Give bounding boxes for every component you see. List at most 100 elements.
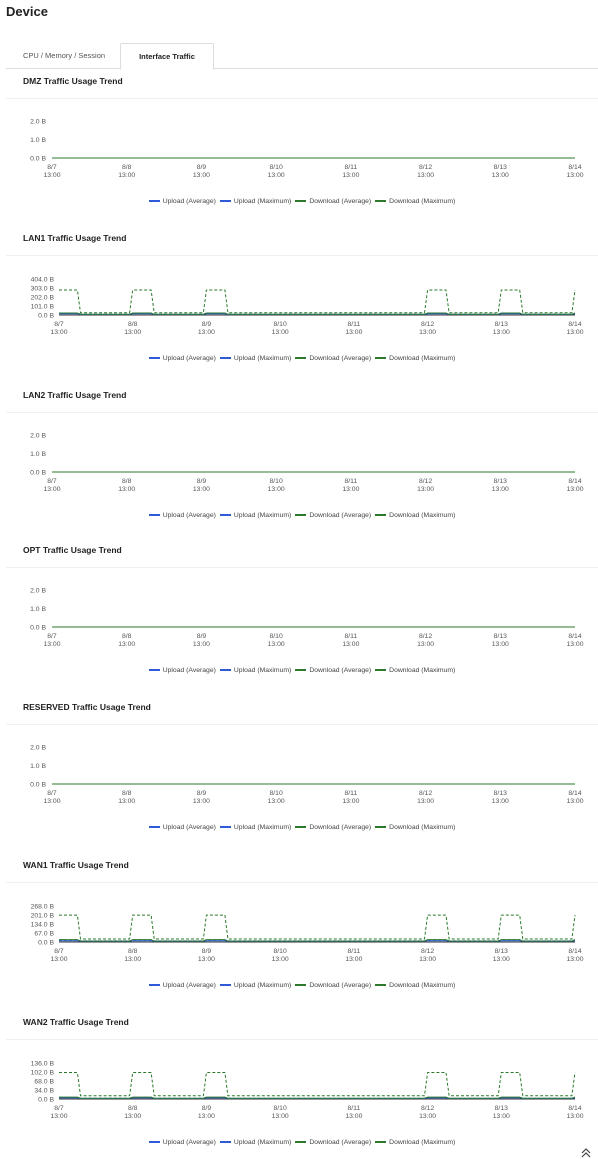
- legend-item[interactable]: Upload (Average): [148, 355, 216, 362]
- legend-swatch: [375, 826, 387, 828]
- legend-label: Download (Maximum): [389, 666, 456, 674]
- legend-item[interactable]: Upload (Average): [148, 666, 216, 674]
- x-tick-label: 8/10 13:00: [272, 321, 289, 336]
- x-tick-label: 8/11 13:00: [342, 164, 359, 179]
- legend-swatch: [148, 357, 160, 359]
- chart-legend: Upload (Average) Upload (Maximum) Download…: [6, 197, 598, 205]
- legend-item[interactable]: Download (Average): [295, 1139, 371, 1146]
- legend-item[interactable]: Upload (Maximum): [219, 824, 291, 831]
- legend-swatch: [295, 669, 307, 671]
- x-tick-label: 8/8 13:00: [124, 321, 141, 336]
- legend-swatch: [148, 669, 160, 671]
- x-tick-label: 8/8 13:00: [118, 164, 135, 179]
- legend-item[interactable]: Download (Maximum): [375, 667, 455, 674]
- x-tick-label: 8/13 13:00: [492, 164, 509, 179]
- legend-item[interactable]: Download (Average): [295, 824, 371, 831]
- legend-item[interactable]: Download (Average): [295, 982, 371, 989]
- legend-item[interactable]: Upload (Maximum): [219, 982, 291, 989]
- legend-swatch: [295, 826, 307, 828]
- traffic-chart-panel: RESERVED Traffic Usage Trend 0.0 B 1.0 B 2.…: [6, 702, 598, 852]
- double-chevron-up-icon: [581, 1148, 591, 1158]
- legend-item[interactable]: Download (Average): [295, 667, 371, 674]
- x-tick-label: 8/12 13:00: [417, 164, 434, 179]
- chart-title: OPT Traffic Usage Trend: [23, 545, 122, 555]
- legend-swatch: [219, 200, 231, 202]
- x-tick-label: 8/7 13:00: [43, 164, 60, 179]
- x-tick-label: 8/9 13:00: [193, 633, 210, 648]
- x-tick-label: 8/9 13:00: [193, 790, 210, 805]
- legend-item[interactable]: Download (Average): [295, 512, 371, 519]
- legend-item[interactable]: Upload (Average): [148, 824, 216, 831]
- legend-item[interactable]: Upload (Average): [148, 198, 216, 205]
- series-line-download-maximum: [59, 1072, 576, 1097]
- legend-swatch: [295, 1141, 307, 1143]
- y-tick-label: 0.0 B: [38, 939, 54, 946]
- legend-item[interactable]: Download (Maximum): [375, 824, 455, 831]
- legend-swatch: [219, 984, 231, 986]
- legend-swatch: [219, 669, 231, 671]
- page-title: Device: [6, 4, 48, 19]
- y-tick-label: 134.0 B: [31, 921, 55, 928]
- legend-item[interactable]: Download (Maximum): [375, 355, 455, 362]
- y-tick-label: 0.0 B: [38, 1096, 54, 1103]
- legend-item[interactable]: Download (Maximum): [375, 512, 455, 519]
- legend-item[interactable]: Download (Maximum): [375, 1139, 455, 1146]
- tab-bar: CPU / Memory / Session Interface Traffic: [6, 43, 598, 70]
- y-tick-label: 101.0 B: [31, 303, 55, 310]
- series-line-download-maximum: [59, 914, 576, 940]
- legend-item[interactable]: Upload (Maximum): [219, 197, 292, 205]
- legend-label: Download (Maximum): [389, 981, 456, 989]
- legend-swatch: [148, 1141, 160, 1143]
- series-line-download-maximum: [59, 289, 576, 314]
- legend-item[interactable]: Upload (Average): [148, 1139, 216, 1146]
- legend-item[interactable]: Upload (Average): [148, 982, 216, 989]
- legend-swatch: [295, 984, 307, 986]
- x-tick-label: 8/9 13:00: [193, 478, 210, 493]
- x-tick-label: 8/7 13:00: [43, 633, 60, 648]
- traffic-chart-panel: DMZ Traffic Usage Trend 0.0 B 1.0 B 2.0 B 8/…: [6, 76, 598, 226]
- x-tick-label: 8/8 13:00: [118, 633, 135, 648]
- y-tick-label: 2.0 B: [30, 432, 46, 439]
- x-tick-label: 8/8 13:00: [118, 478, 135, 493]
- x-tick-label: 8/14 13:00: [566, 164, 583, 179]
- legend-item[interactable]: Download (Maximum): [375, 982, 455, 989]
- scroll-to-top-button[interactable]: [580, 1146, 592, 1158]
- y-tick-label: 68.0 B: [34, 1078, 54, 1085]
- legend-label: Upload (Average): [162, 511, 216, 519]
- legend-swatch: [295, 200, 307, 202]
- legend-item[interactable]: Upload (Maximum): [219, 512, 291, 519]
- legend-item[interactable]: Download (Average): [295, 355, 371, 362]
- x-tick-label: 8/7 13:00: [50, 321, 67, 336]
- x-tick-label: 8/10 13:00: [268, 790, 285, 805]
- legend-label: Upload (Maximum): [233, 197, 292, 205]
- x-tick-label: 8/9 13:00: [198, 321, 215, 336]
- x-tick-label: 8/7 13:00: [43, 790, 60, 805]
- y-tick-label: 0.0 B: [30, 624, 46, 631]
- x-tick-label: 8/10 13:00: [268, 164, 285, 179]
- y-tick-label: 0.0 B: [30, 155, 46, 162]
- legend-item[interactable]: Upload (Maximum): [219, 1139, 291, 1146]
- y-tick-label: 1.0 B: [30, 606, 46, 613]
- x-tick-label: 8/8 13:00: [118, 790, 135, 805]
- legend-item[interactable]: Download (Average): [295, 198, 371, 205]
- legend-label: Upload (Maximum): [233, 354, 292, 362]
- legend-swatch: [148, 514, 160, 516]
- panel-divider: [6, 412, 598, 413]
- legend-label: Download (Maximum): [389, 1138, 456, 1146]
- legend-label: Download (Average): [309, 197, 372, 205]
- x-tick-label: 8/13 13:00: [493, 321, 510, 336]
- tab-interface-traffic[interactable]: Interface Traffic: [120, 43, 214, 70]
- legend-item[interactable]: Upload (Average): [148, 511, 216, 519]
- legend-item[interactable]: Upload (Maximum): [219, 667, 291, 674]
- y-tick-label: 1.0 B: [30, 451, 46, 458]
- legend-item[interactable]: Download (Maximum): [375, 198, 455, 205]
- legend-swatch: [375, 200, 387, 202]
- legend-label: Download (Maximum): [389, 511, 456, 519]
- x-tick-label: 8/14 13:00: [566, 790, 583, 805]
- series-line-download-average: [59, 939, 576, 942]
- tab-cpu-memory-session[interactable]: CPU / Memory / Session: [22, 51, 106, 60]
- x-tick-label: 8/13 13:00: [493, 1105, 510, 1120]
- legend-item[interactable]: Upload (Maximum): [219, 354, 292, 362]
- x-tick-label: 8/8 13:00: [124, 948, 141, 963]
- legend-label: Upload (Average): [162, 666, 216, 674]
